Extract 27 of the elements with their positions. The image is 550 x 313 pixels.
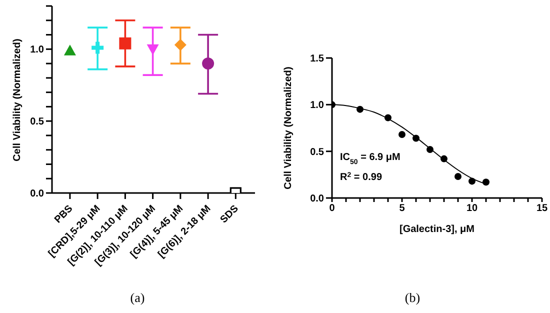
y-tick-label: 1.0 xyxy=(310,100,324,112)
x-tick-label: 10 xyxy=(466,203,478,214)
x-tick-label: 0 xyxy=(329,203,336,214)
point xyxy=(412,134,420,142)
point xyxy=(454,173,462,180)
x-axis-title: [Galectin-3], μM xyxy=(399,224,475,235)
point xyxy=(398,131,406,138)
x-tick-label: 5 xyxy=(399,203,406,214)
y-tick-label: 0.0 xyxy=(30,188,44,200)
point xyxy=(482,178,490,186)
y-axis-title: Cell Viability (Normalized) xyxy=(283,66,294,190)
annotation: R$^{2}$ = 0.99 xyxy=(340,172,382,183)
text: (b) xyxy=(404,290,422,306)
y-tick-label: 0.0 xyxy=(310,194,324,205)
y-tick-label: 0.5 xyxy=(30,116,44,128)
text: (a) xyxy=(129,290,146,306)
x-tick-label: 15 xyxy=(536,203,548,214)
annotation: IC$_{50}$ = 6.9 μM xyxy=(340,152,400,166)
point xyxy=(468,178,476,185)
y-tick-label: 0.5 xyxy=(310,146,324,158)
point xyxy=(384,114,392,122)
point xyxy=(440,155,448,162)
y-axis-title: Cell Viability (Normalized) xyxy=(12,38,23,162)
y-tick-label: 1.5 xyxy=(310,54,324,65)
point xyxy=(356,106,364,113)
point xyxy=(426,146,434,153)
y-tick-label: 1.0 xyxy=(30,44,44,56)
